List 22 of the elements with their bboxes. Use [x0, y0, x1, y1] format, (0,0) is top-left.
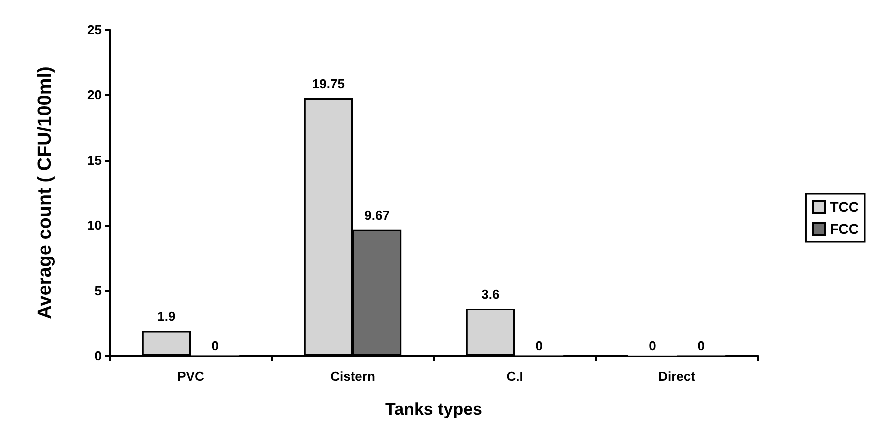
legend-label: FCC: [830, 221, 860, 237]
y-tick-label: 15: [88, 152, 102, 168]
legend-label: TCC: [830, 199, 860, 215]
data-label: 3.6: [482, 287, 500, 302]
x-axis-title: Tanks types: [385, 400, 483, 419]
data-label: 0: [649, 338, 656, 354]
y-tick-label: 0: [94, 348, 102, 364]
x-tick-label: Direct: [658, 369, 696, 384]
y-tick-label: 5: [94, 283, 102, 298]
data-label: 19.75: [312, 76, 345, 92]
data-label: 0: [212, 338, 219, 354]
x-tick-label: Cistern: [330, 369, 376, 384]
data-label: 9.67: [364, 208, 390, 223]
y-axis-title: Average count ( CFU/100ml): [35, 66, 56, 320]
data-label: 0: [698, 338, 705, 354]
y-tick-label: 20: [88, 88, 102, 103]
data-label: 1.9: [158, 309, 176, 324]
data-label: 0: [536, 338, 543, 354]
x-tick-label: C.I: [506, 369, 524, 384]
x-tick-label: PVC: [178, 369, 205, 384]
y-tick-label: 25: [88, 22, 102, 38]
y-tick-label: 10: [88, 218, 102, 234]
